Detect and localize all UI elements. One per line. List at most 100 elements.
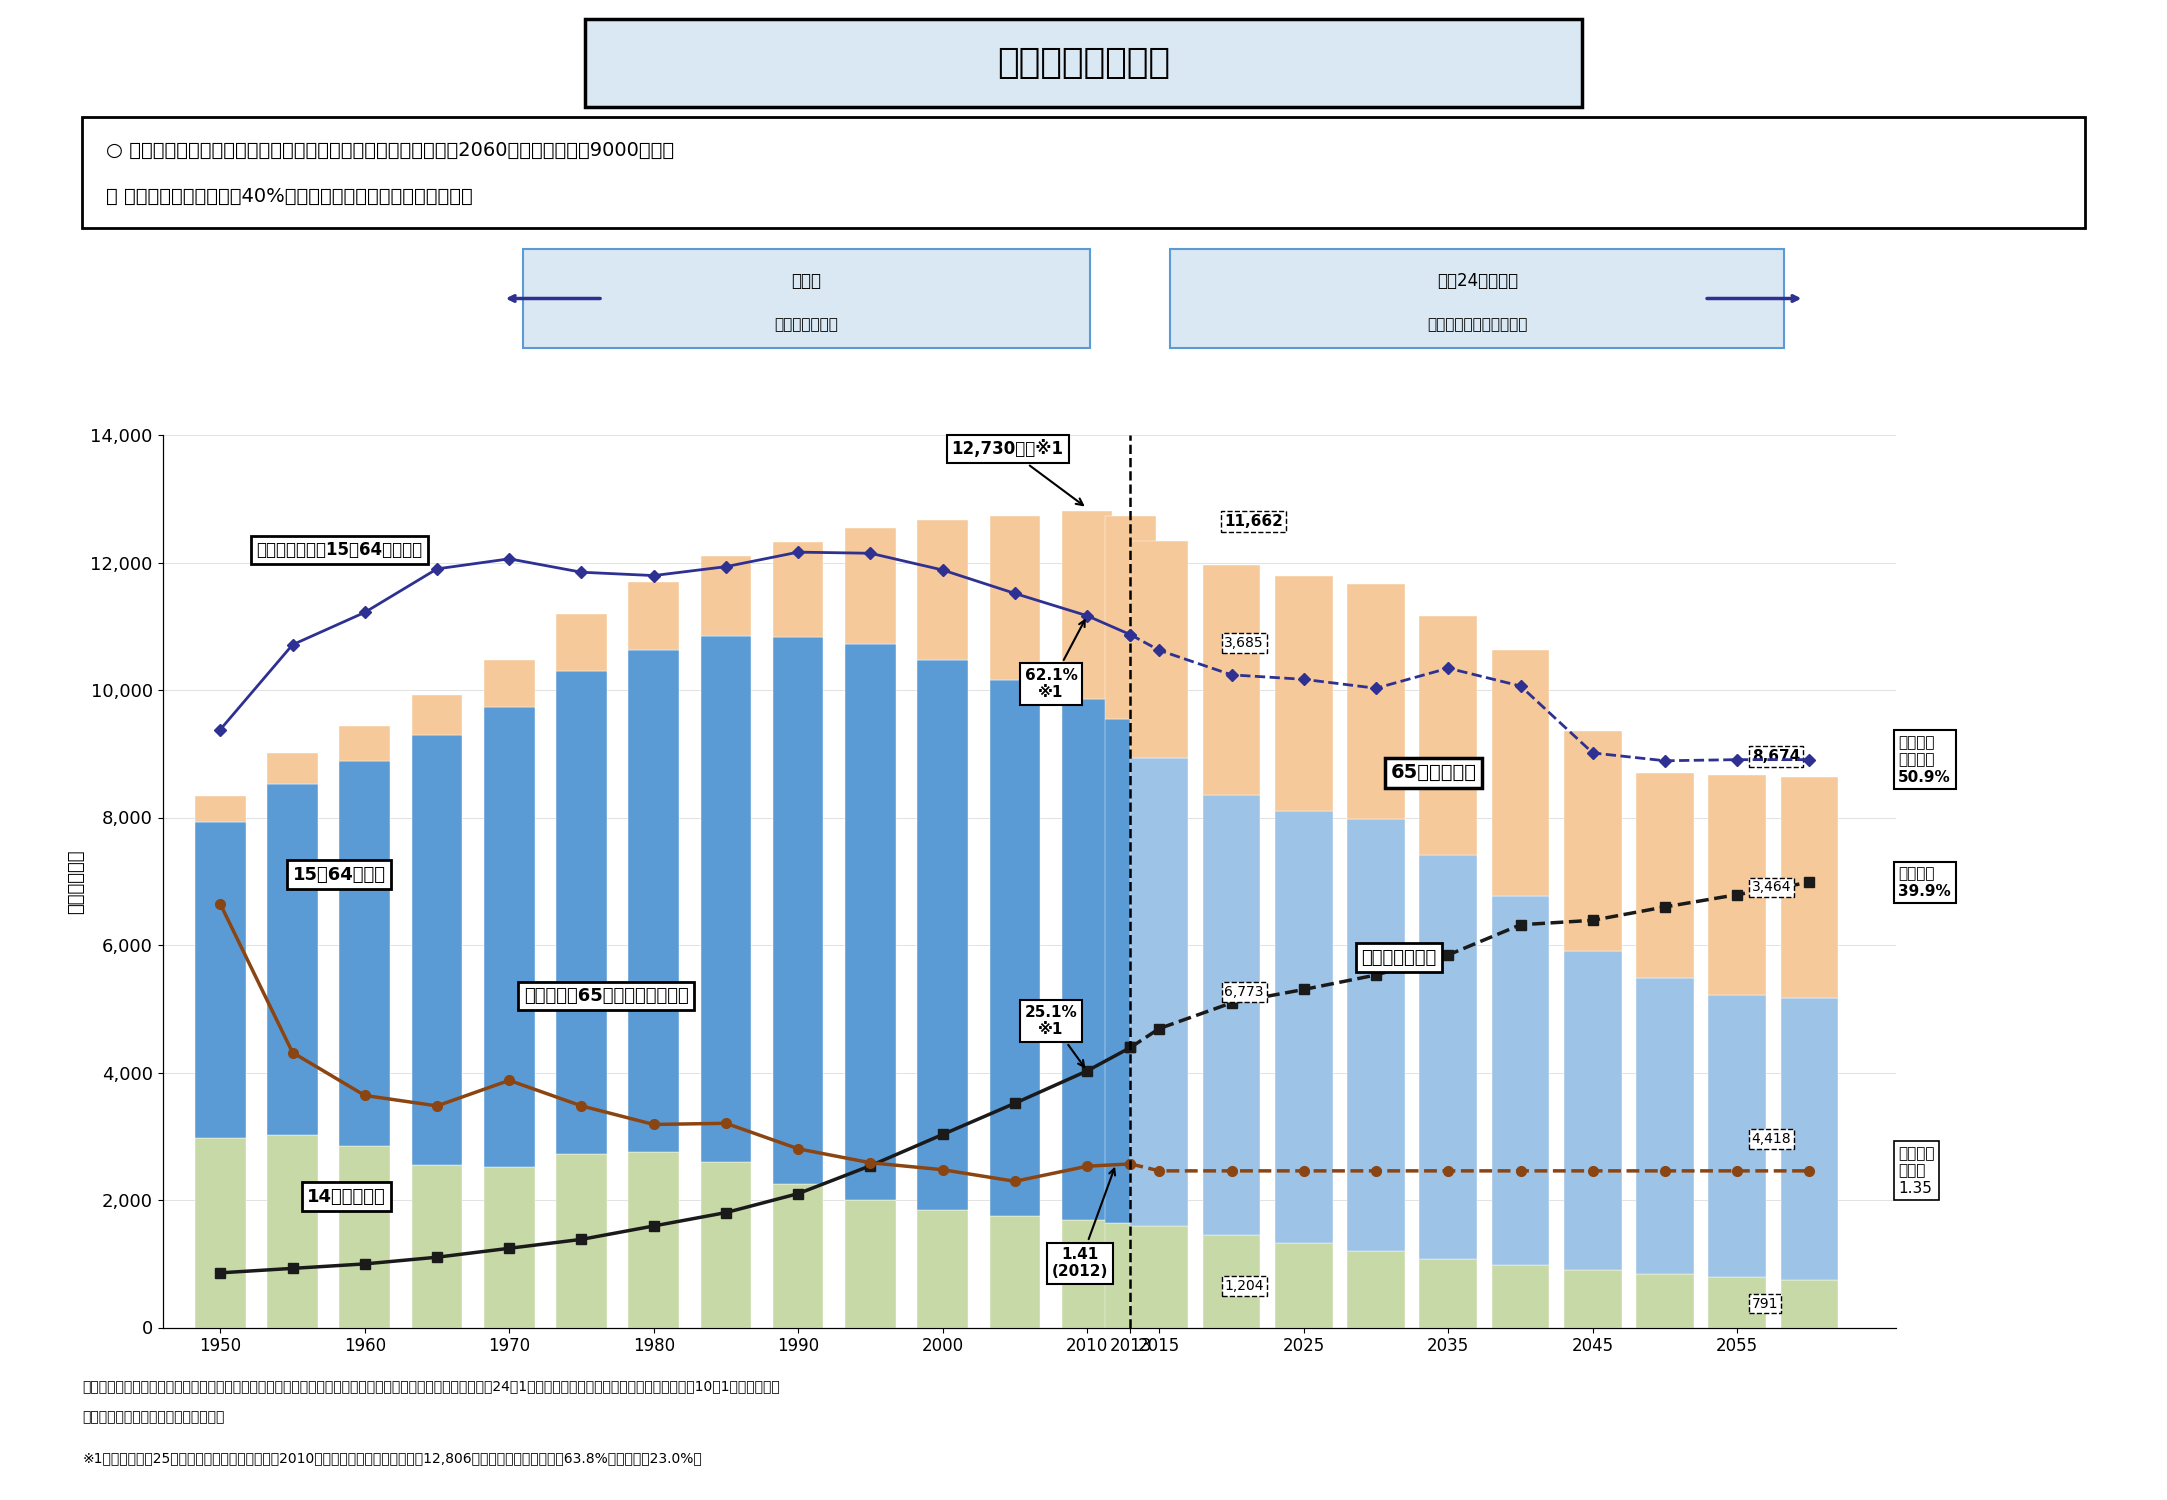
Bar [483,660,535,708]
Bar [1105,516,1155,720]
Text: 4,418: 4,418 [1751,1131,1792,1146]
Bar [990,1216,1040,1328]
Bar [557,1154,607,1328]
FancyBboxPatch shape [522,249,1090,348]
Text: 割り込み、高齢化率は40%近い水準になると推計されている。: 割り込み、高齢化率は40%近い水準になると推計されている。 [106,188,472,207]
Text: 高齢化率（65歳以上人口割合）: 高齢化率（65歳以上人口割合） [524,987,689,1005]
Text: ○ 日本の人口は近年横ばいであり、人口減少局面を迎えている。2060年には総人口が9000万人を: ○ 日本の人口は近年横ばいであり、人口減少局面を迎えている。2060年には総人口… [106,141,674,160]
Text: 62.1%
※1: 62.1% ※1 [1025,620,1086,701]
Bar [1491,1266,1549,1328]
Bar [340,726,390,760]
Bar [412,1164,462,1328]
Bar [1419,616,1478,855]
Text: 11,662: 11,662 [1224,513,1283,528]
Bar [1781,998,1838,1280]
Bar [628,650,678,1152]
Bar [917,660,969,1210]
Bar [195,822,245,1137]
Bar [700,1161,752,1328]
Bar [1636,774,1695,978]
Bar [845,644,895,1200]
Bar [1203,564,1261,795]
Bar [1274,812,1333,1244]
Bar [1491,897,1549,1266]
Bar [628,1152,678,1328]
Bar [1781,1280,1838,1328]
Bar [845,528,895,644]
Text: 12,730万人※1: 12,730万人※1 [951,440,1084,506]
Bar [1636,1274,1695,1328]
Text: 高齢化率
39.9%: 高齢化率 39.9% [1898,865,1950,898]
Bar [700,636,752,1161]
Bar [195,795,245,822]
Text: 実績値: 実績値 [791,272,821,290]
Bar [1348,584,1404,819]
Bar [267,1136,319,1328]
Bar [1062,512,1112,699]
Bar [1565,951,1621,1270]
Bar [774,1184,823,1328]
Bar [1203,795,1261,1234]
Text: 厚生労働省「人口動態統計」: 厚生労働省「人口動態統計」 [82,1410,225,1425]
Bar [557,670,607,1154]
FancyBboxPatch shape [1170,249,1783,348]
Text: 日本の人口の推移: 日本の人口の推移 [997,46,1170,80]
Bar [1105,1222,1155,1328]
Bar [1274,576,1333,812]
Bar [1105,720,1155,1222]
Text: 生産年齢人口（15〜64歳）割合: 生産年齢人口（15〜64歳）割合 [256,542,423,560]
Bar [1062,699,1112,1221]
Bar [774,636,823,1184]
Bar [917,520,969,660]
Bar [1565,1270,1621,1328]
Bar [340,760,390,1146]
Text: 791: 791 [1751,1296,1779,1311]
Bar [990,516,1040,680]
Bar [412,735,462,1164]
Text: 8,674: 8,674 [1751,750,1801,765]
Bar [917,1210,969,1328]
Text: 15〜64歳人口: 15〜64歳人口 [293,865,386,883]
Y-axis label: 人口（万人）: 人口（万人） [67,849,85,914]
Bar [267,753,319,783]
Bar [1781,777,1838,998]
Bar [774,542,823,636]
Text: （出所）総務省「国勢調査」及び「人口推計」、国立社会保障・人口問題研究所「日本の将来推計人口（平成24年1月推計）：出生中位・死亡中位推計」（各年10月1日現在: （出所）総務省「国勢調査」及び「人口推計」、国立社会保障・人口問題研究所「日本の… [82,1378,780,1394]
Text: 生産年齢
人口割合
50.9%: 生産年齢 人口割合 50.9% [1898,735,1950,784]
Text: （国勢調査等）: （国勢調査等） [774,316,839,332]
Bar [1131,542,1188,758]
Bar [990,680,1040,1216]
Bar [1565,730,1621,951]
Bar [267,783,319,1136]
Bar [412,694,462,735]
Bar [1708,1276,1766,1328]
Bar [1131,1226,1188,1328]
Bar [1708,996,1766,1276]
Text: 14歳以下人口: 14歳以下人口 [308,1188,386,1206]
Text: 平成24年推計値: 平成24年推計値 [1437,272,1517,290]
Text: 25.1%
※1: 25.1% ※1 [1025,1005,1084,1066]
Bar [1419,855,1478,1258]
Text: 65歳以上人口: 65歳以上人口 [1391,764,1476,783]
Text: 合計特殊
出生率
1.35: 合計特殊 出生率 1.35 [1898,1146,1935,1196]
Bar [1419,1258,1478,1328]
Bar [1348,1251,1404,1328]
Bar [483,708,535,1167]
Text: ※1　出典：平成25年度　総務省「人口推計」（2010年国勢調査においては、人口12,806万人、生産年齢人口割合63.8%、高齢化率23.0%）: ※1 出典：平成25年度 総務省「人口推計」（2010年国勢調査においては、人口… [82,1450,702,1466]
Bar [1348,819,1404,1251]
Bar [483,1167,535,1328]
Bar [845,1200,895,1328]
Bar [1274,1244,1333,1328]
Text: 1.41
(2012): 1.41 (2012) [1051,1168,1116,1280]
Text: 6,773: 6,773 [1224,986,1263,999]
Bar [1491,650,1549,897]
Bar [557,614,607,670]
Text: 1,204: 1,204 [1224,1280,1263,1293]
Bar [628,582,678,650]
Bar [1203,1234,1261,1328]
Bar [1131,758,1188,1226]
Bar [1636,978,1695,1274]
FancyBboxPatch shape [82,117,2085,228]
Text: 3,685: 3,685 [1224,636,1263,650]
Text: 3,464: 3,464 [1751,880,1792,894]
